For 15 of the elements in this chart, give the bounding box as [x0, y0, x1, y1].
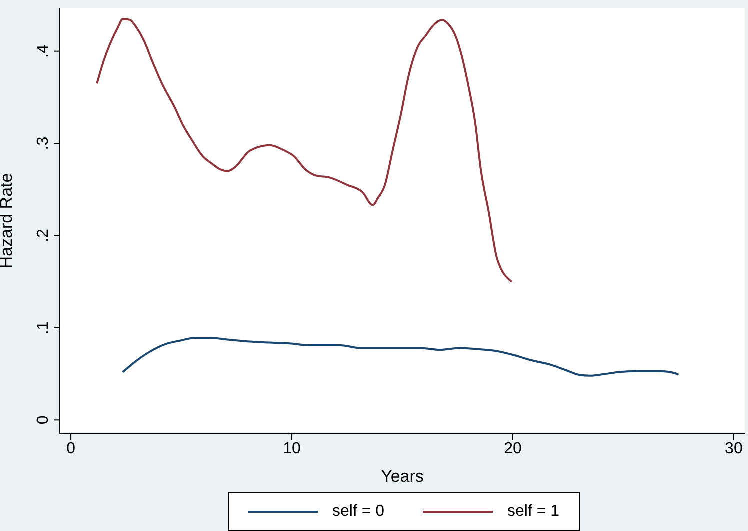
- y-axis-title: Hazard Rate: [0, 173, 16, 269]
- line-series: [96, 18, 513, 283]
- y-tick-label: .1: [35, 321, 52, 335]
- legend-label: self = 0: [332, 502, 385, 520]
- x-tick-label: 10: [283, 440, 302, 458]
- x-tick-label: 30: [725, 440, 743, 458]
- y-tick-label: 0: [35, 416, 52, 425]
- line-series: [122, 337, 680, 377]
- legend-label: self = 1: [507, 502, 560, 520]
- x-tick-label: 20: [504, 440, 522, 458]
- y-tick-label: .4: [35, 44, 52, 58]
- y-tick-label: .3: [35, 136, 52, 150]
- x-tick-label: 0: [66, 440, 76, 458]
- x-axis-title: Years: [381, 467, 424, 486]
- y-tick-label: .2: [35, 228, 52, 242]
